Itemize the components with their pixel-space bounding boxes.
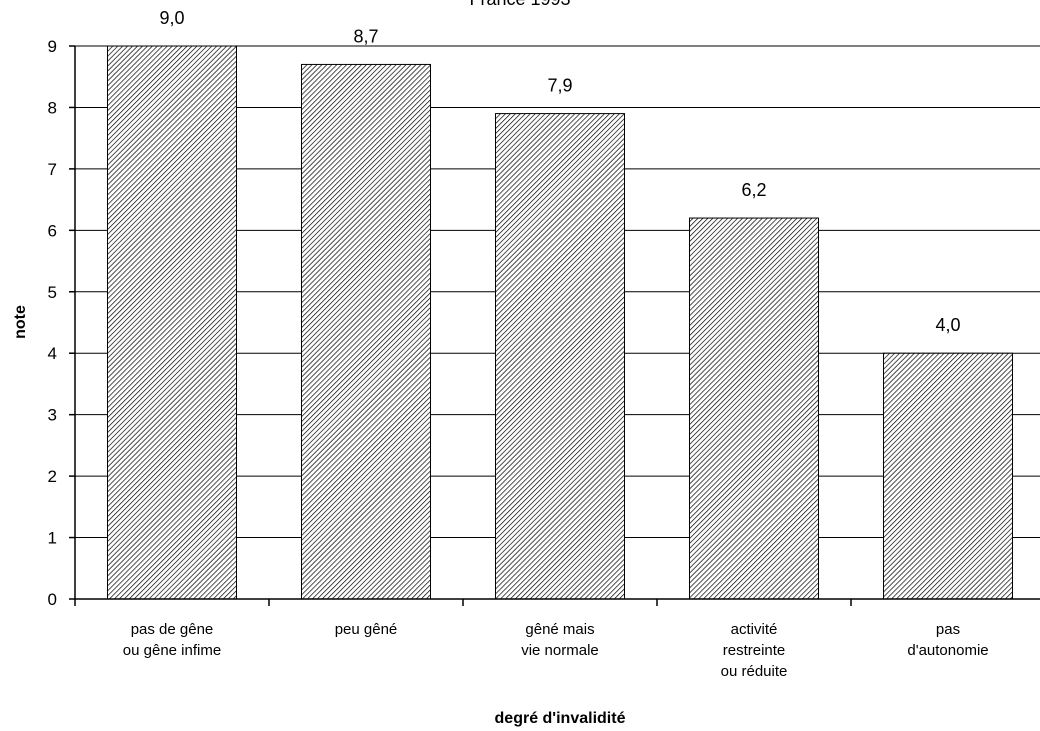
x-category-label: peu gêné xyxy=(335,621,398,638)
x-category-label-line: vie normale xyxy=(521,642,599,659)
y-tick-label: 0 xyxy=(48,590,57,609)
x-category-label-line: pas xyxy=(936,621,960,638)
data-label: 6,2 xyxy=(741,180,766,200)
y-axis-title: note xyxy=(12,305,29,339)
x-category-label-line: activité xyxy=(731,621,778,638)
y-tick-label: 1 xyxy=(48,529,57,548)
data-label: 7,9 xyxy=(547,76,572,96)
x-axis-title: degré d'invalidité xyxy=(495,710,626,727)
x-category-label-line: restreinte xyxy=(723,642,786,659)
data-label: 9,0 xyxy=(159,8,184,28)
x-category-label-line: ou réduite xyxy=(721,663,788,680)
y-tick-label: 3 xyxy=(48,406,57,425)
x-category-label-line: gêné mais xyxy=(525,621,594,638)
y-tick-label: 4 xyxy=(48,344,57,363)
bars xyxy=(106,45,1014,600)
x-category-label-line: peu gêné xyxy=(335,621,398,638)
data-label: 4,0 xyxy=(935,315,960,335)
x-category-label-line: ou gêne infime xyxy=(123,642,221,659)
x-category-label: pas de gêne ou gêne infime xyxy=(123,621,221,659)
y-tick-label: 6 xyxy=(48,221,57,240)
x-category-label: activité restreinte ou réduite xyxy=(721,621,788,680)
x-category-label-line: pas de gêne xyxy=(131,621,214,638)
y-tick-label: 8 xyxy=(48,98,57,117)
bar xyxy=(688,217,820,600)
bar xyxy=(300,63,432,600)
bar xyxy=(494,113,626,600)
x-category-label: gêné mais vie normale xyxy=(521,621,599,659)
y-tick-label: 5 xyxy=(48,283,57,302)
y-tick-label: 9 xyxy=(48,37,57,56)
labels: 0 1 2 3 4 5 6 7 8 9 9,0 pas de gêne ou gêne infime 8,… xyxy=(48,8,989,680)
y-tick-label: 2 xyxy=(48,467,57,486)
x-category-label-line: d'autonomie xyxy=(907,642,988,659)
data-label: 8,7 xyxy=(353,26,378,46)
bar xyxy=(882,352,1014,600)
chart-title: France 1993 xyxy=(469,0,570,9)
y-tick-label: 7 xyxy=(48,160,57,179)
axes xyxy=(69,45,1040,606)
x-category-label: pas d'autonomie xyxy=(907,621,988,659)
bar xyxy=(106,45,238,600)
